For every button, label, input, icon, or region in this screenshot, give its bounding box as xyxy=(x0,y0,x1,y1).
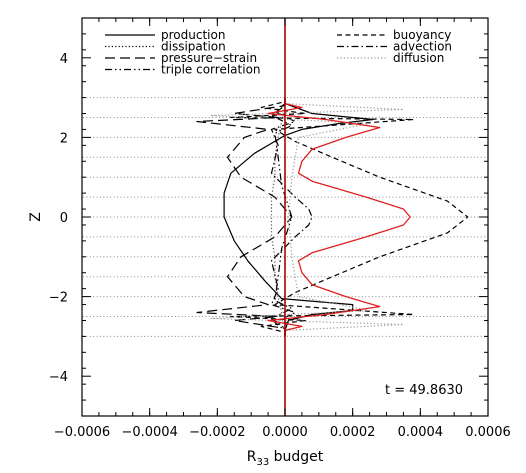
legend-label-dashed: buoyancy xyxy=(393,28,451,42)
x-tick-label-0: −0.0006 xyxy=(54,425,110,440)
y-tick-label-0: −4 xyxy=(49,370,68,385)
x-axis-title: R33 budget xyxy=(247,449,324,468)
series-line-1 xyxy=(270,97,286,337)
legend-label-dashdot: advection xyxy=(393,40,452,54)
grid-lines xyxy=(83,97,487,337)
legend-label-dashdotdot: triple correlation xyxy=(161,63,261,77)
series-line-6 xyxy=(210,97,404,337)
legend-label-dotted: dissipation xyxy=(161,40,226,54)
legend-left-column: productiondissipationpressure−straintrip… xyxy=(105,28,261,77)
x-tick-label-2: −0.0002 xyxy=(189,425,245,440)
series-line-7 xyxy=(267,97,411,337)
legend: productiondissipationpressure−straintrip… xyxy=(105,28,452,77)
series-line-4 xyxy=(230,97,469,337)
legend-label-solid: production xyxy=(161,28,225,42)
x-tick-label-5: 0.0004 xyxy=(398,425,444,440)
y-tick-label-3: 2 xyxy=(60,131,68,146)
x-axis-title-main: R xyxy=(247,449,257,465)
x-tick-label-1: −0.0004 xyxy=(121,425,177,440)
x-tick-label-4: 0.0002 xyxy=(330,425,376,440)
x-tick-label-6: 0.0006 xyxy=(465,425,511,440)
y-tick-label-1: −2 xyxy=(49,291,68,306)
series-line-3 xyxy=(270,97,293,337)
axis-ticks: −0.0006 −0.0004 −0.0002 0.0000 0.0002 0.0004 0… xyxy=(49,17,511,440)
y-tick-label-4: 4 xyxy=(60,52,68,67)
legend-label-longdash: pressure−strain xyxy=(161,51,257,65)
x-axis-title-suffix: budget xyxy=(269,449,324,465)
series-lines xyxy=(196,97,469,337)
x-tick-label-3: 0.0000 xyxy=(262,425,308,440)
legend-label-dotted-gray: diffusion xyxy=(393,51,444,65)
y-tick-label-2: 0 xyxy=(60,211,68,226)
x-axis-title-subscript: 33 xyxy=(256,457,269,468)
y-axis-title: Z xyxy=(28,212,44,222)
series-line-2 xyxy=(196,97,293,337)
time-annotation: t = 49.8630 xyxy=(385,383,463,398)
